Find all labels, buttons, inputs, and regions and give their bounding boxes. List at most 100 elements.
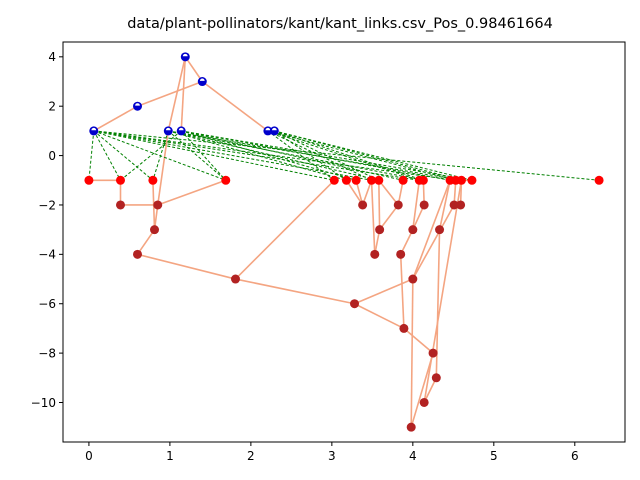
- tree-edge: [378, 204, 399, 231]
- dark-red-node: [428, 348, 438, 358]
- link-edge: [267, 130, 372, 181]
- tree-edge: [93, 105, 138, 132]
- tree-edge: [354, 278, 414, 305]
- tree-edge: [354, 303, 405, 330]
- dark-red-node: [408, 274, 418, 284]
- tree-edge: [412, 180, 421, 230]
- link-edge: [93, 130, 226, 181]
- link-edge: [168, 130, 462, 181]
- tree-edge: [157, 179, 227, 206]
- y-tick-label: −10: [31, 396, 56, 410]
- tree-edge: [438, 180, 451, 230]
- dark-red-node: [435, 225, 445, 235]
- link-edge: [274, 130, 380, 181]
- plot-frame: [62, 41, 626, 443]
- tree-edge: [180, 56, 187, 131]
- y-tick-label: 0: [48, 149, 56, 163]
- dark-red-node: [350, 299, 360, 309]
- red-node: [467, 175, 477, 185]
- red-node: [221, 175, 231, 185]
- x-tick-label: 3: [328, 449, 336, 463]
- dark-red-node: [153, 200, 163, 210]
- dark-red-node: [358, 200, 368, 210]
- blue-node-highlight: [199, 78, 205, 81]
- blue-node-highlight: [178, 127, 184, 131]
- dark-red-node: [449, 200, 459, 210]
- link-edge: [168, 130, 379, 181]
- blue-node-highlight: [271, 127, 277, 131]
- tree-edge: [399, 229, 414, 255]
- blue-node: [269, 126, 279, 136]
- red-node: [398, 175, 408, 185]
- blue-node-highlight: [265, 127, 271, 131]
- link-edge: [167, 130, 227, 181]
- link-edge: [168, 130, 424, 181]
- red-node: [329, 175, 339, 185]
- chart-title: data/plant-pollinators/kant/kant_links.c…: [127, 16, 553, 32]
- tree-edge: [201, 80, 269, 132]
- tree-edge: [345, 179, 364, 206]
- blue-node: [197, 77, 207, 87]
- dark-red-node: [456, 200, 466, 210]
- tree-edge: [378, 180, 381, 230]
- link-edge: [181, 130, 404, 181]
- blue-node: [263, 126, 273, 136]
- x-tick-label: 5: [490, 449, 498, 463]
- tree-edge: [410, 352, 434, 428]
- red-node: [367, 175, 377, 185]
- y-tick-label: 2: [48, 99, 56, 113]
- red-node: [341, 175, 351, 185]
- x-tick-label: 1: [166, 449, 174, 463]
- tree-edge: [410, 279, 414, 428]
- link-edge: [181, 130, 451, 181]
- dark-red-node: [370, 249, 380, 259]
- tree-edge: [412, 204, 455, 280]
- tree-edges: [88, 56, 472, 428]
- link-edge: [168, 130, 347, 181]
- link-edges: [88, 130, 600, 181]
- link-edge: [267, 130, 335, 181]
- blue-node-highlight: [91, 127, 97, 131]
- blue-node-highlight: [182, 53, 188, 57]
- red-node: [418, 175, 428, 185]
- link-edge: [274, 130, 473, 181]
- x-tick-label: 2: [247, 449, 255, 463]
- link-edge: [93, 130, 372, 181]
- tree-edge: [184, 56, 203, 82]
- dark-red-node: [375, 225, 385, 235]
- link-edge: [267, 130, 420, 181]
- tree-edge: [378, 179, 399, 206]
- blue-node: [163, 126, 173, 136]
- link-edge: [180, 130, 227, 181]
- blue-node: [133, 101, 143, 111]
- y-tick-label: −8: [38, 346, 56, 360]
- tree-edge: [412, 179, 451, 280]
- dark-red-node: [393, 200, 403, 210]
- link-edge: [93, 130, 335, 181]
- tree-edge: [412, 204, 425, 230]
- blue-node: [89, 126, 99, 136]
- tree-edge: [370, 180, 376, 255]
- x-tick-label: 0: [85, 449, 93, 463]
- nodes: [84, 52, 604, 432]
- tree-edge: [423, 180, 463, 403]
- tree-edge: [167, 56, 187, 132]
- tree-edge: [423, 377, 438, 403]
- link-edge: [93, 130, 154, 181]
- red-node: [594, 175, 604, 185]
- tree-edge: [137, 80, 203, 107]
- link-edge: [152, 130, 169, 181]
- dark-red-node: [419, 397, 429, 407]
- link-edge: [93, 130, 121, 181]
- red-node: [351, 175, 361, 185]
- dark-red-node: [399, 323, 409, 333]
- tree-edge: [403, 327, 434, 354]
- dark-red-node: [419, 200, 429, 210]
- x-axis: 0 1 2 3 4 5 6: [85, 442, 579, 463]
- dark-red-node: [150, 225, 160, 235]
- blue-node-highlight: [165, 127, 171, 131]
- y-tick-label: −6: [38, 297, 56, 311]
- dark-red-node: [406, 422, 416, 432]
- tree-edge: [235, 278, 355, 305]
